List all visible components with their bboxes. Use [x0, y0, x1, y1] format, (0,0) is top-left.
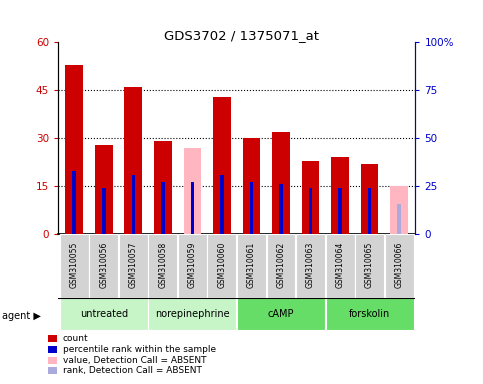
Bar — [272, 132, 290, 234]
Text: untreated: untreated — [80, 309, 128, 319]
Bar — [95, 145, 113, 234]
Text: value, Detection Call = ABSENT: value, Detection Call = ABSENT — [63, 356, 206, 365]
Bar — [355, 234, 384, 298]
Bar — [184, 148, 201, 234]
Text: GSM310065: GSM310065 — [365, 242, 374, 288]
Bar — [131, 175, 135, 234]
Bar — [242, 138, 260, 234]
Bar — [191, 182, 194, 234]
Bar — [250, 182, 253, 234]
Bar — [279, 184, 283, 234]
Text: forskolin: forskolin — [349, 309, 390, 319]
Text: norepinephrine: norepinephrine — [155, 309, 230, 319]
Text: cAMP: cAMP — [268, 309, 294, 319]
Text: count: count — [63, 334, 88, 343]
Bar — [213, 97, 231, 234]
Text: GSM310060: GSM310060 — [217, 242, 227, 288]
Bar — [326, 298, 413, 329]
Bar — [178, 234, 207, 298]
Bar — [237, 298, 325, 329]
Text: agent ▶: agent ▶ — [2, 311, 41, 321]
Bar — [398, 204, 401, 234]
Bar — [368, 188, 371, 234]
Text: GDS3702 / 1375071_at: GDS3702 / 1375071_at — [164, 29, 319, 42]
Bar — [237, 234, 266, 298]
Bar — [331, 157, 349, 234]
Bar — [296, 234, 325, 298]
Text: GSM310057: GSM310057 — [129, 242, 138, 288]
Text: GSM310063: GSM310063 — [306, 242, 315, 288]
Text: GSM310056: GSM310056 — [99, 242, 108, 288]
Text: GSM310064: GSM310064 — [336, 242, 344, 288]
Bar — [102, 188, 105, 234]
Bar — [148, 234, 177, 298]
Bar — [161, 182, 165, 234]
Text: rank, Detection Call = ABSENT: rank, Detection Call = ABSENT — [63, 366, 202, 376]
Bar — [72, 171, 76, 234]
Bar — [309, 188, 313, 234]
Bar — [302, 161, 319, 234]
Text: GSM310058: GSM310058 — [158, 242, 167, 288]
Text: percentile rank within the sample: percentile rank within the sample — [63, 345, 216, 354]
Bar — [60, 298, 148, 329]
Text: GSM310061: GSM310061 — [247, 242, 256, 288]
Bar — [89, 234, 118, 298]
Bar — [390, 186, 408, 234]
Bar — [60, 234, 89, 298]
Bar — [148, 298, 236, 329]
Bar — [267, 234, 296, 298]
Text: GSM310055: GSM310055 — [70, 242, 79, 288]
Text: GSM310059: GSM310059 — [188, 242, 197, 288]
Bar — [384, 234, 413, 298]
Bar — [220, 175, 224, 234]
Bar — [125, 87, 142, 234]
Text: GSM310066: GSM310066 — [395, 242, 404, 288]
Bar — [154, 141, 171, 234]
Bar — [326, 234, 355, 298]
Bar — [361, 164, 379, 234]
Bar — [338, 188, 342, 234]
Bar — [207, 234, 236, 298]
Text: GSM310062: GSM310062 — [276, 242, 285, 288]
Bar — [119, 234, 148, 298]
Bar — [65, 65, 83, 234]
